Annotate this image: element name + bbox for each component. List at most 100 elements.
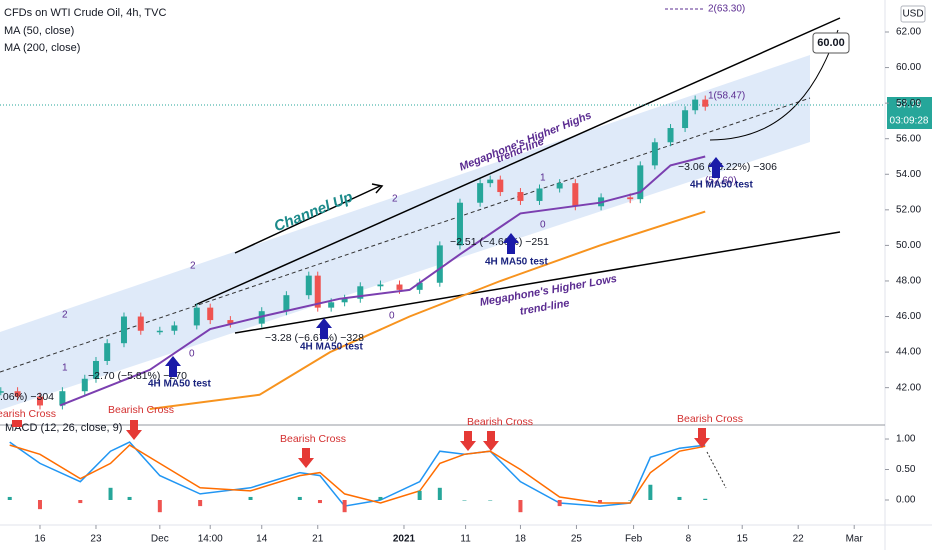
time-tick-label: 23 xyxy=(90,534,102,545)
price-tick-label: 62.00 xyxy=(896,27,921,38)
candle xyxy=(81,378,88,392)
currency-box[interactable] xyxy=(900,5,926,23)
candle xyxy=(627,197,634,200)
time-tick-label: Mar xyxy=(846,534,864,545)
candle xyxy=(416,282,423,290)
drop-label: −2.51 (−4.66%) −251 xyxy=(450,236,549,248)
histogram-bar xyxy=(677,496,682,500)
price-tick-label: 56.00 xyxy=(896,133,921,144)
legend-entry: MA (50, close) xyxy=(4,25,74,37)
price-tick-label: 50.00 xyxy=(896,240,921,251)
cross-label: Bearish Cross xyxy=(0,408,56,420)
legend-entry: MA (200, close) xyxy=(4,42,80,54)
macd-tick-label: 1.00 xyxy=(896,434,916,445)
histogram-bar xyxy=(297,496,302,500)
ma-test-label: 4H MA50 test xyxy=(300,342,363,353)
candle xyxy=(702,99,709,107)
candle xyxy=(207,307,214,321)
price-tick-label: 60.00 xyxy=(896,62,921,73)
cross-label: Bearish Cross xyxy=(467,416,533,428)
time-tick-label: 25 xyxy=(571,534,583,545)
candle xyxy=(487,179,494,184)
candle xyxy=(692,99,699,111)
candle xyxy=(682,110,689,129)
down-arrow xyxy=(483,431,499,451)
arrow-head xyxy=(371,183,384,194)
histogram-bar xyxy=(703,498,708,500)
higher-lows-line xyxy=(234,231,841,334)
price-tick-label: 46.00 xyxy=(896,311,921,322)
channel-arrow xyxy=(234,185,381,254)
series-line xyxy=(9,444,706,504)
time-tick-label: 2021 xyxy=(393,534,416,545)
candle xyxy=(667,128,674,143)
fib-label: 1(58.47) xyxy=(708,91,745,102)
cross-label: Bearish Cross xyxy=(108,404,174,416)
histogram-bar xyxy=(557,500,562,507)
time-tick-label: 16 xyxy=(34,534,46,545)
candle xyxy=(305,275,312,296)
fib-label: 0 xyxy=(189,349,195,360)
time-tick-label: 15 xyxy=(737,534,749,545)
histogram-bar xyxy=(648,484,653,500)
candle xyxy=(572,183,579,207)
histogram-bar xyxy=(628,500,633,501)
candle xyxy=(227,320,234,324)
histogram-bar xyxy=(462,500,467,501)
candle xyxy=(120,316,127,344)
drop-label: −3.28 (−6.67%) −328 xyxy=(265,332,364,344)
macd-arrow xyxy=(706,451,727,489)
histogram-bar xyxy=(108,487,113,500)
time-tick-label: Dec xyxy=(151,534,169,545)
down-arrow xyxy=(12,420,22,427)
time-tick-label: 14 xyxy=(256,534,268,545)
candle xyxy=(156,330,163,333)
up-arrow xyxy=(165,356,181,377)
up-arrow xyxy=(503,233,519,254)
candle xyxy=(171,325,178,331)
down-arrow xyxy=(694,428,710,448)
histogram-bar xyxy=(488,500,493,501)
target: 60.00 xyxy=(817,37,845,49)
fib-label: 2 xyxy=(392,194,398,205)
candle xyxy=(637,165,644,200)
histogram-bar xyxy=(317,500,322,504)
histogram-bar xyxy=(78,500,83,504)
price-tick-label: 44.00 xyxy=(896,347,921,358)
candle xyxy=(517,192,524,201)
price-tick-label: 48.00 xyxy=(896,276,921,287)
macd-tick-label: 0.50 xyxy=(896,464,916,475)
candle xyxy=(36,396,43,406)
last-price-tag xyxy=(887,97,932,129)
series-line xyxy=(149,210,706,410)
currency: USD xyxy=(902,9,923,20)
candle xyxy=(377,284,384,287)
histogram-bar xyxy=(157,500,162,513)
ma-test-label: 4H MA50 test xyxy=(485,257,548,268)
histogram-bar xyxy=(597,500,602,504)
up-arrow xyxy=(708,157,724,178)
histogram-bar xyxy=(417,490,422,500)
candle xyxy=(436,245,443,283)
candle xyxy=(651,142,658,166)
drop-label: −3.06 (−5.22%) −306 xyxy=(678,161,777,173)
candle xyxy=(0,391,4,393)
last-price: 57.79 xyxy=(896,100,921,111)
plot-layer xyxy=(0,17,885,507)
series-line xyxy=(59,155,706,407)
price-tick-label: 54.00 xyxy=(896,169,921,180)
histogram-bar xyxy=(127,496,132,500)
histogram-bar xyxy=(37,500,42,510)
candle xyxy=(59,391,66,406)
fib-label: 1 xyxy=(62,363,68,374)
cross-label: Bearish Cross xyxy=(280,433,346,445)
drop-label: .06%) −304 xyxy=(0,391,54,403)
histogram-bar xyxy=(248,496,253,500)
time-tick-label: 8 xyxy=(686,534,692,545)
fib-label: (52.60) xyxy=(705,176,737,187)
fib-label: 0 xyxy=(389,311,395,322)
macd-tick-label: 0.00 xyxy=(896,495,916,506)
down-arrow xyxy=(460,431,476,451)
channel-mid xyxy=(0,97,811,373)
